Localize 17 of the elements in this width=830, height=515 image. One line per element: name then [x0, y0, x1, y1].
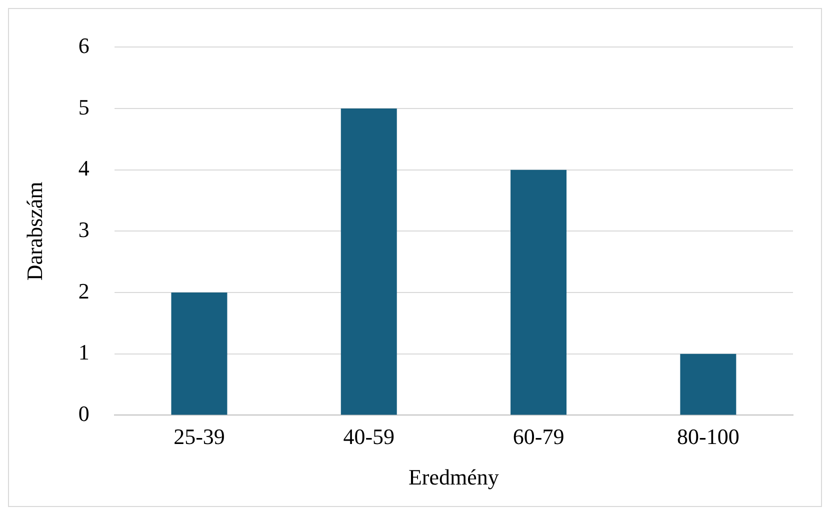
bar [171, 292, 228, 415]
y-axis-title: Darabszám [22, 182, 47, 281]
y-tick-label: 1 [78, 340, 90, 365]
y-tick-label: 4 [78, 156, 90, 181]
y-tick-label: 5 [78, 94, 90, 120]
x-tick-label: 60-79 [512, 424, 564, 450]
bar [340, 108, 397, 415]
x-tick-label: 80-100 [677, 424, 740, 450]
y-tick-label: 3 [78, 216, 90, 242]
x-axis-title: Eredmény [408, 464, 499, 490]
y-tick-label: 6 [78, 32, 90, 58]
y-tick-label: 2 [78, 278, 90, 304]
bar [510, 170, 567, 415]
x-tick-label: 40-59 [343, 424, 395, 450]
x-tick-label: 25-39 [174, 424, 225, 450]
bar [680, 354, 736, 415]
y-tick-label: 0 [78, 400, 90, 426]
